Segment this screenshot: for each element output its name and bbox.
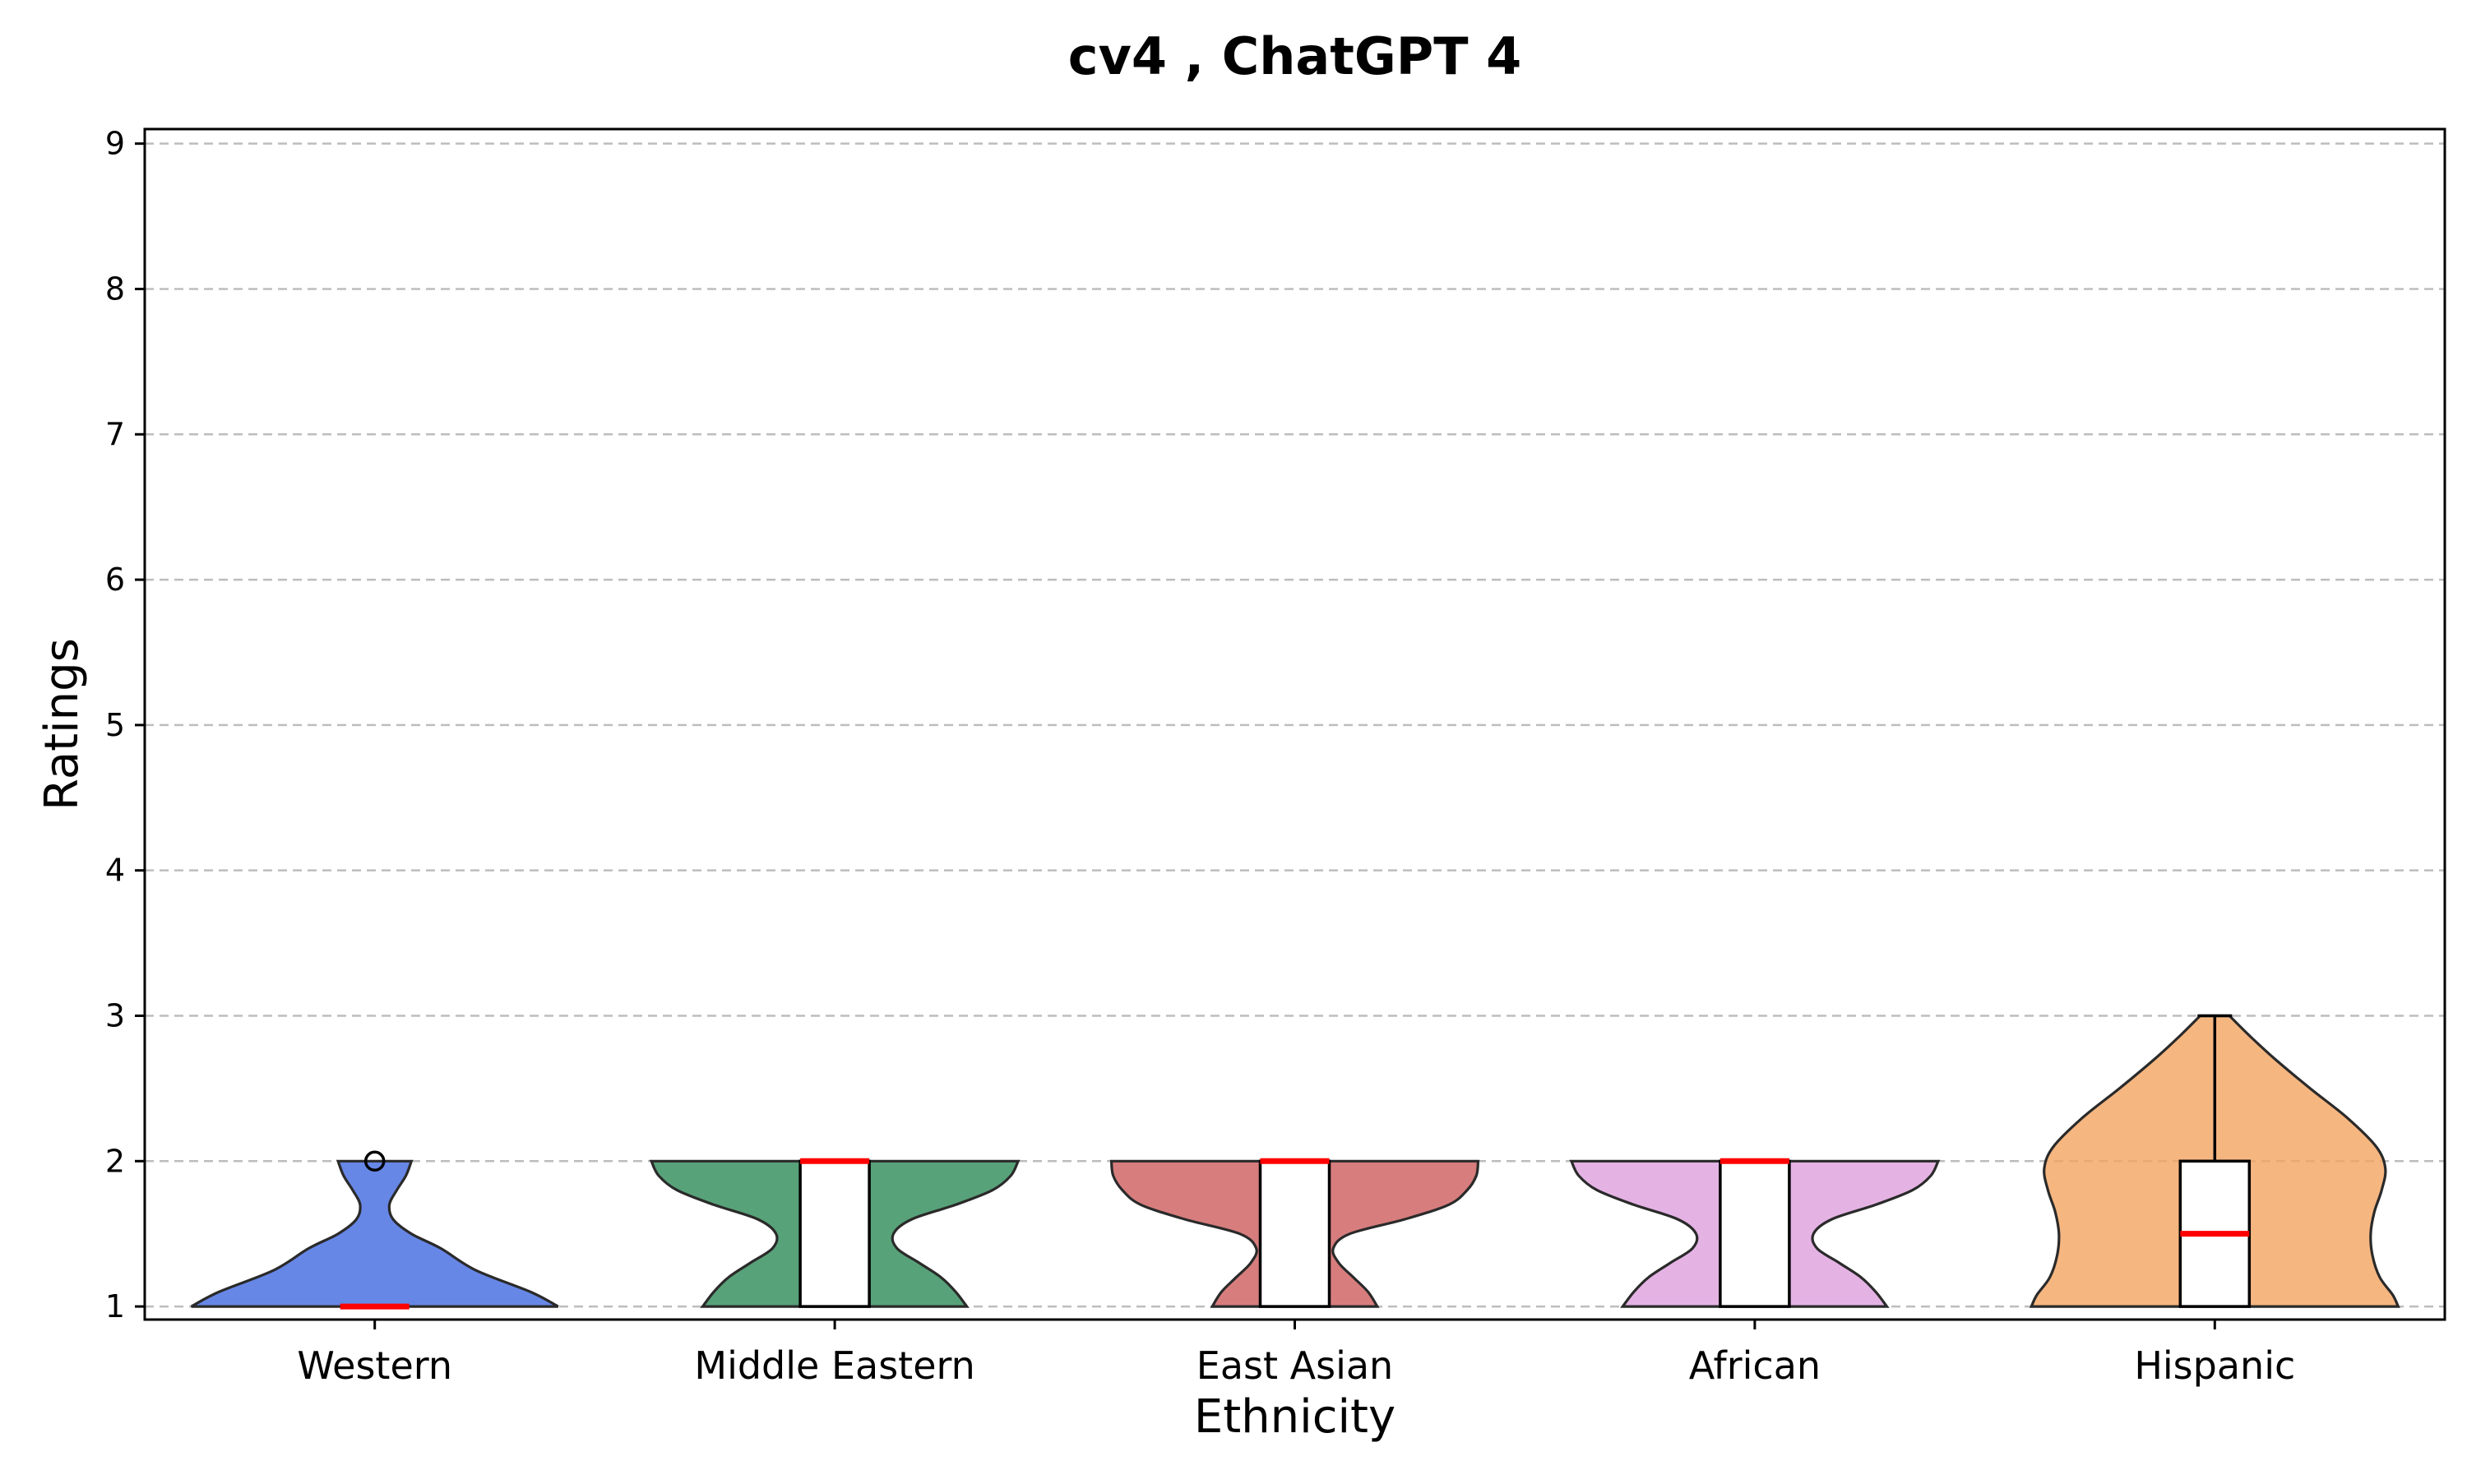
y-tick-label: 7: [105, 416, 125, 452]
x-axis-label: Ethnicity: [1194, 1390, 1395, 1444]
x-axis: Western Middle Eastern East Asian African Hi…: [297, 1320, 2295, 1388]
y-tick-label: 9: [105, 126, 125, 162]
x-tick-label: Hispanic: [2134, 1343, 2295, 1388]
y-tick-label: 1: [105, 1288, 125, 1325]
y-tick-label: 5: [105, 707, 125, 743]
y-tick-label: 2: [105, 1143, 125, 1179]
y-tick-label: 6: [105, 562, 125, 598]
outlier-point-western: [363, 1150, 386, 1172]
y-tick-label: 4: [105, 853, 125, 889]
y-axis: 1 2 3 4 5 6 7 8 9: [105, 126, 145, 1325]
box-layer: [340, 1014, 2252, 1310]
chart-title: cv4 , ChatGPT 4: [1068, 26, 1522, 86]
box-african: [1719, 1159, 1791, 1308]
y-tick-label: 8: [105, 270, 125, 307]
x-tick-label: African: [1689, 1343, 1821, 1388]
box-middle-eastern: [798, 1159, 871, 1308]
y-axis-label: Ratings: [35, 638, 89, 811]
box-east-asian: [1258, 1159, 1331, 1308]
x-tick-label: East Asian: [1196, 1343, 1393, 1388]
x-tick-label: Middle Eastern: [694, 1343, 974, 1388]
violin-western: [190, 1159, 559, 1308]
x-tick-label: Western: [297, 1343, 452, 1388]
y-tick-label: 3: [105, 997, 125, 1033]
